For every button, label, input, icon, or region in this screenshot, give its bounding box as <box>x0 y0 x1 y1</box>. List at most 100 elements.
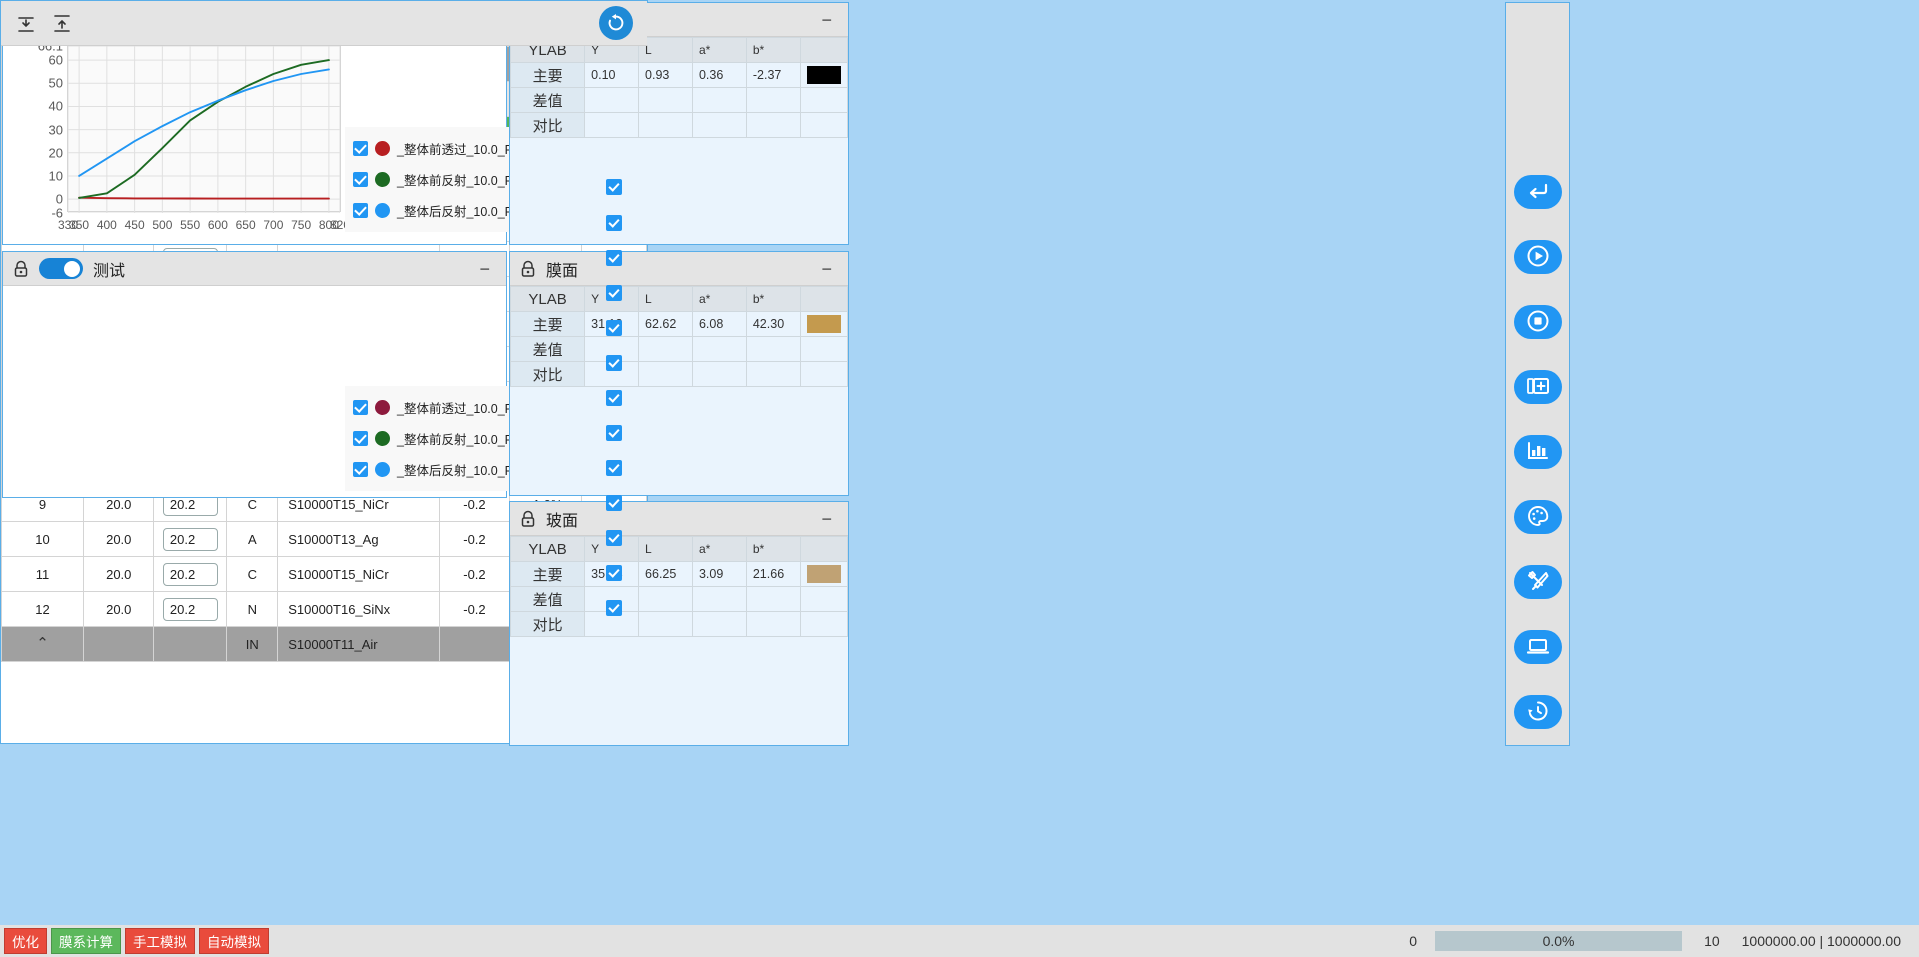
tou-minimize-button[interactable]: − <box>821 9 832 30</box>
layer-sim-value[interactable]: 20.2 <box>162 492 218 516</box>
cell-L[interactable] <box>638 611 693 637</box>
table-row[interactable]: 对比 <box>509 611 849 637</box>
rail-button-enter-arrow[interactable] <box>1514 175 1562 209</box>
cell-b[interactable] <box>745 87 801 113</box>
expand-rows-icon[interactable] <box>51 12 73 34</box>
layer-sim-input[interactable]: 20.2 <box>153 591 228 627</box>
refresh-icon[interactable] <box>599 6 633 40</box>
table-row[interactable]: 对比 <box>509 112 849 138</box>
cell-Y[interactable]: 0.10 <box>584 62 640 88</box>
cell-a[interactable]: 6.08 <box>691 311 747 337</box>
cell-L[interactable]: 62.62 <box>638 311 693 337</box>
legend-checkbox[interactable] <box>353 400 368 415</box>
bottom-button-1[interactable]: 膜系计算 <box>51 928 121 954</box>
lock-icon[interactable] <box>520 260 536 278</box>
calc-legend-item[interactable]: _整体前透过_10.0_R <box>353 133 516 164</box>
test-legend-item[interactable]: _整体前透过_10.0_R <box>353 392 516 423</box>
table-row[interactable]: 差值 <box>509 586 849 612</box>
cell-a[interactable]: 3.09 <box>691 561 747 587</box>
bottom-button-3[interactable]: 自动模拟 <box>199 928 269 954</box>
layer-checkbox[interactable] <box>605 459 622 476</box>
mo-minimize-button[interactable]: − <box>821 258 832 279</box>
bottom-button-0[interactable]: 优化 <box>4 928 47 954</box>
layer-checkbox[interactable] <box>605 214 622 231</box>
cell-L[interactable]: 66.25 <box>638 561 693 587</box>
calc-legend-item[interactable]: _整体后反射_10.0_R <box>353 195 516 226</box>
layer-checkbox[interactable] <box>605 529 622 546</box>
layer-checkbox[interactable] <box>605 494 622 511</box>
lock-icon[interactable] <box>520 510 536 528</box>
cell-a[interactable] <box>691 87 747 113</box>
rail-button-stop-record[interactable] <box>1514 305 1562 339</box>
cell-b[interactable]: -2.37 <box>745 62 801 88</box>
test-enable-toggle[interactable] <box>39 258 83 279</box>
column-header: YLAB <box>509 536 586 562</box>
cell-L[interactable] <box>638 87 693 113</box>
layer-sim-input[interactable]: 20.2 <box>153 556 228 592</box>
bottom-button-2[interactable]: 手工模拟 <box>125 928 195 954</box>
legend-checkbox[interactable] <box>353 141 368 156</box>
rail-button-play[interactable] <box>1514 240 1562 274</box>
rail-button-tools[interactable] <box>1514 565 1562 599</box>
cell-b[interactable] <box>745 586 801 612</box>
cell-a[interactable] <box>691 336 747 362</box>
cell-L[interactable] <box>638 112 693 138</box>
in-symbol: IN <box>226 626 279 662</box>
legend-checkbox[interactable] <box>353 431 368 446</box>
collapse-rows-icon[interactable] <box>15 12 37 34</box>
layer-checkbox[interactable] <box>605 319 622 336</box>
cell-a[interactable] <box>691 586 747 612</box>
layer-sim-input[interactable]: 20.2 <box>153 521 228 557</box>
table-row[interactable]: 对比 <box>509 361 849 387</box>
layer-checkbox[interactable] <box>605 424 622 441</box>
cell-L[interactable] <box>638 586 693 612</box>
cell-a[interactable] <box>691 361 747 387</box>
cell-b[interactable] <box>745 336 801 362</box>
cell-L[interactable] <box>638 336 693 362</box>
cell-b[interactable]: 42.30 <box>745 311 801 337</box>
cell-Y[interactable] <box>584 87 640 113</box>
cell-a[interactable] <box>691 112 747 138</box>
layer-sim-value[interactable]: 20.2 <box>162 597 218 621</box>
cell-b[interactable]: 21.66 <box>745 561 801 587</box>
test-minimize-button[interactable]: − <box>479 258 490 279</box>
cell-a[interactable]: 0.36 <box>691 62 747 88</box>
test-legend-item[interactable]: _整体前反射_10.0_R <box>353 423 516 454</box>
rail-button-monitor[interactable] <box>1514 630 1562 664</box>
test-legend-item[interactable]: _整体后反射_10.0_R <box>353 454 516 485</box>
rail-button-palette[interactable] <box>1514 500 1562 534</box>
legend-checkbox[interactable] <box>353 462 368 477</box>
layer-standard: 20.0 <box>83 556 155 592</box>
calc-legend-item[interactable]: _整体前反射_10.0_R <box>353 164 516 195</box>
layer-checkbox[interactable] <box>605 564 622 581</box>
bo-minimize-button[interactable]: − <box>821 508 832 529</box>
rail-button-history[interactable] <box>1514 695 1562 729</box>
layer-sim-value[interactable]: 20.2 <box>162 562 218 586</box>
cell-a[interactable] <box>691 611 747 637</box>
layer-checkbox[interactable] <box>605 389 622 406</box>
rail-button-bar-chart[interactable] <box>1514 435 1562 469</box>
cell-L[interactable] <box>638 361 693 387</box>
layer-checkbox[interactable] <box>605 599 622 616</box>
cell-b[interactable] <box>745 112 801 138</box>
rail-button-add-layer[interactable] <box>1514 370 1562 404</box>
table-row[interactable]: 差值 <box>509 336 849 362</box>
layer-checkbox[interactable] <box>605 354 622 371</box>
select-all-checkbox[interactable] <box>605 179 622 195</box>
collapse-caret-icon[interactable]: ⌃ <box>1 626 85 662</box>
cell-Y[interactable] <box>584 112 640 138</box>
layer-sim-value[interactable]: 20.2 <box>162 527 218 551</box>
layer-checkbox[interactable] <box>605 249 622 266</box>
legend-checkbox[interactable] <box>353 203 368 218</box>
lock-icon[interactable] <box>13 260 29 278</box>
table-row[interactable]: 差值 <box>509 87 849 113</box>
table-row[interactable]: 主要 0.10 0.93 0.36 -2.37 <box>509 62 849 88</box>
cell-L[interactable]: 0.93 <box>638 62 693 88</box>
cell-b[interactable] <box>745 361 801 387</box>
layer-checkbox[interactable] <box>605 284 622 301</box>
cell-b[interactable] <box>745 611 801 637</box>
legend-checkbox[interactable] <box>353 172 368 187</box>
